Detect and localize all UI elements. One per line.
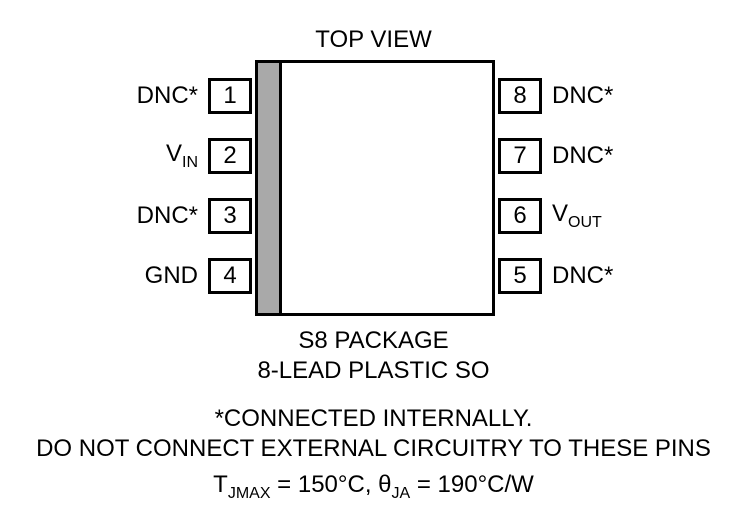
pin-1-label: DNC* [137,82,198,110]
pin1-indicator-stripe [258,63,282,313]
pin-2-label: VIN [166,140,198,172]
diagram-title: TOP VIEW [315,26,431,54]
package-name: S8 PACKAGE [0,326,747,356]
pin-7-label: DNC* [552,142,613,170]
pin-4-label: GND [145,262,198,290]
dnc-note-1: *CONNECTED INTERNALLY. [0,404,747,434]
pin-3-label: DNC* [137,202,198,230]
dnc-note-2: DO NOT CONNECT EXTERNAL CIRCUITRY TO THE… [0,434,747,464]
pin-6-number: 6 [498,198,542,234]
pin-6: 6 VOUT [498,198,602,234]
pin-2-number: 2 [208,138,252,174]
pin-3-number: 3 [208,198,252,234]
pin-7-number: 7 [498,138,542,174]
footer-text: S8 PACKAGE 8-LEAD PLASTIC SO *CONNECTED … [0,326,747,504]
pin-5-number: 5 [498,258,542,294]
package-desc: 8-LEAD PLASTIC SO [0,356,747,386]
pin-4: GND 4 [145,258,252,294]
thermal-params: TJMAX = 150°C, θJA = 190°C/W [0,470,747,504]
pin-1-number: 1 [208,78,252,114]
pin-5: 5 DNC* [498,258,613,294]
pin-7: 7 DNC* [498,138,613,174]
pin-5-label: DNC* [552,262,613,290]
pin-8: 8 DNC* [498,78,613,114]
pin-3: DNC* 3 [137,198,252,234]
pin-1: DNC* 1 [137,78,252,114]
pin-8-label: DNC* [552,82,613,110]
pinout-diagram: TOP VIEW DNC* 1 VIN 2 DNC* 3 GND 4 8 DNC… [0,0,747,525]
pin-8-number: 8 [498,78,542,114]
pin-4-number: 4 [208,258,252,294]
pin-6-label: VOUT [552,200,602,232]
ic-body [255,60,495,316]
pin-2: VIN 2 [166,138,252,174]
